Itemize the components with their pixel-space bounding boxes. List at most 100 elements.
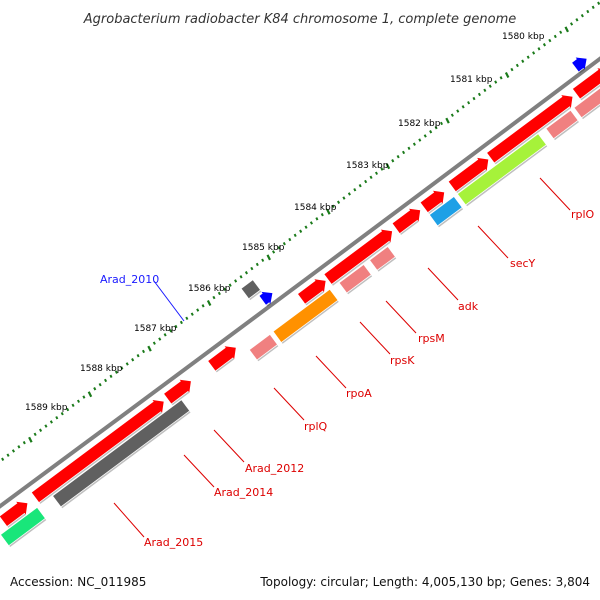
- gene-rplo[interactable]: [546, 110, 578, 139]
- ruler-minor-tick: [467, 101, 471, 105]
- ruler-label-1587: 1587 kbp: [134, 324, 177, 334]
- callout-line-rplo: [539, 177, 571, 211]
- ruler-minor-tick: [304, 225, 308, 229]
- gene-features: [0, 57, 600, 548]
- gene-label-rpsk[interactable]: rpsK: [390, 354, 415, 367]
- ruler-minor-tick: [407, 146, 411, 151]
- ruler-minor-tick: [537, 47, 541, 51]
- ruler-minor-tick: [196, 308, 200, 312]
- ruler-minor-tick: [548, 38, 552, 43]
- ruler-minor-tick: [82, 395, 86, 399]
- ruler-minor-tick: [201, 304, 205, 308]
- gene-rplq-light-shadow: [257, 345, 279, 362]
- ruler-minor-tick: [250, 266, 254, 271]
- gene-label-rpsm[interactable]: rpsM: [418, 332, 445, 345]
- gene-adk[interactable]: [429, 197, 462, 226]
- ruler-minor-tick: [11, 449, 15, 453]
- ruler-major-tick: [326, 208, 331, 215]
- gene-arad-2012-red-shadow: [171, 391, 190, 406]
- gene-label-arad-2012[interactable]: Arad_2012: [245, 462, 304, 475]
- ruler-major-tick: [504, 72, 510, 78]
- gene-arad-2010[interactable]: [259, 291, 273, 305]
- gene-feature-blue-top[interactable]: [572, 57, 587, 72]
- gene-rpsm-shadow: [377, 257, 397, 272]
- gene-rpoa-red[interactable]: [324, 229, 393, 284]
- ruler-minor-tick: [39, 428, 43, 432]
- ruler-minor-tick: [282, 241, 286, 246]
- map-title: Agrobacterium radiobacter K84 chromosome…: [83, 12, 516, 27]
- gene-secy-red[interactable]: [487, 95, 573, 163]
- ruler-minor-tick: [510, 67, 514, 72]
- gene-label-arad-2014[interactable]: Arad_2014: [214, 486, 273, 499]
- gene-rpsk[interactable]: [339, 265, 371, 293]
- gene-rpsm[interactable]: [370, 247, 395, 270]
- gene-green-bar-shadow: [9, 518, 47, 548]
- ruler-minor-tick: [472, 96, 476, 101]
- ruler-minor-tick: [526, 55, 530, 59]
- ruler-major-tick: [445, 117, 450, 124]
- ruler-minor-tick: [55, 416, 59, 420]
- ruler-minor-tick: [136, 353, 140, 358]
- gene-label-arad-2015[interactable]: Arad_2015: [144, 536, 203, 549]
- gene-rplq-red[interactable]: [298, 279, 326, 304]
- gene-red-1[interactable]: [0, 501, 28, 526]
- callout-line-arad-2014: [183, 454, 215, 488]
- gene-label-adk[interactable]: adk: [458, 300, 479, 313]
- gene-label-rplq[interactable]: rplQ: [304, 420, 328, 433]
- gene-red-lane1-a-shadow: [215, 358, 235, 373]
- gene-rpoa-red-shadow: [332, 241, 391, 286]
- callout-line-rplq: [273, 387, 305, 421]
- gene-arad-2010-gray[interactable]: [241, 280, 260, 299]
- gene-rplq-light[interactable]: [249, 334, 277, 360]
- ruler-minor-tick: [515, 63, 519, 68]
- gene-adk-red[interactable]: [448, 157, 489, 192]
- ruler-minor-tick: [391, 159, 395, 163]
- gene-green-bar[interactable]: [1, 507, 45, 546]
- ruler-labels: 1580 kbp 1581 kbp 1582 kbp 1583 kbp 1584…: [25, 32, 545, 413]
- gene-rplo-red[interactable]: [572, 68, 600, 99]
- genome-summary-text: Topology: circular; Length: 4,005,130 bp…: [259, 575, 590, 589]
- ruler-minor-tick: [358, 183, 362, 188]
- gene-light-top[interactable]: [574, 87, 600, 118]
- ruler-minor-tick: [521, 59, 525, 63]
- ruler-minor-tick: [44, 424, 48, 428]
- ruler-minor-tick: [542, 43, 546, 47]
- ruler-minor-tick: [49, 420, 53, 424]
- gene-adk-red-shadow: [456, 169, 487, 194]
- gene-rpsk-red[interactable]: [392, 208, 421, 234]
- ruler-minor-tick: [347, 192, 351, 196]
- ruler-minor-tick: [179, 320, 183, 325]
- gene-secy[interactable]: [457, 134, 546, 205]
- gene-label-rpoa[interactable]: rpoA: [346, 387, 372, 400]
- gene-label-secy[interactable]: secY: [510, 257, 536, 270]
- gene-arad-2010-shadow: [266, 302, 271, 307]
- ruler-minor-tick: [185, 316, 189, 321]
- gene-arad-2014-red[interactable]: [31, 400, 164, 503]
- ruler-minor-tick: [488, 84, 492, 88]
- ruler-minor-tick: [402, 150, 406, 155]
- ruler-minor-tick: [309, 221, 313, 225]
- ruler-minor-tick: [109, 374, 113, 379]
- ruler-minor-tick: [575, 18, 579, 22]
- ruler-minor-tick: [120, 366, 124, 370]
- gene-label-arad-2010[interactable]: Arad_2010: [100, 273, 159, 286]
- gene-rpsm-red[interactable]: [420, 190, 445, 213]
- ruler-major-tick: [87, 391, 93, 398]
- ruler-minor-tick: [244, 271, 248, 275]
- gene-callouts: [113, 177, 571, 538]
- gene-labels: Arad_2010 rplO secY adk rpsM rpsK rpoA r…: [100, 208, 595, 549]
- ruler-minor-tick: [580, 13, 584, 18]
- callout-line-rpsm: [385, 300, 417, 334]
- gene-arad-2014-red-shadow: [39, 411, 163, 504]
- ruler-minor-tick: [141, 349, 146, 354]
- gene-arad-2012-red[interactable]: [164, 379, 191, 404]
- gene-arad-2015[interactable]: [53, 400, 190, 507]
- gene-rpoa[interactable]: [273, 289, 338, 342]
- ruler-minor-tick: [169, 329, 173, 333]
- gene-label-rplo[interactable]: rplO: [571, 208, 595, 221]
- gene-red-lane1-a[interactable]: [208, 346, 236, 371]
- ruler-minor-tick: [212, 295, 216, 300]
- ruler-minor-tick: [277, 246, 281, 250]
- ruler-label-1581: 1581 kbp: [450, 75, 493, 85]
- ruler-minor-tick: [331, 204, 335, 209]
